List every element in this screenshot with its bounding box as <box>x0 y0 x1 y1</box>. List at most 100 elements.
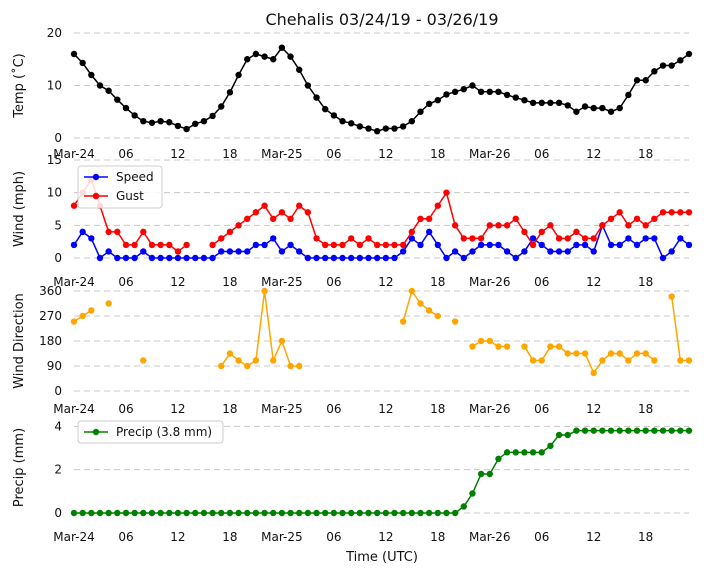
precip-data-point <box>209 509 216 517</box>
temp-series-temp <box>70 44 693 135</box>
dir-data-point <box>477 337 485 345</box>
dir-data-point <box>529 357 537 364</box>
dir-data-point <box>270 357 277 364</box>
dir-data-point <box>408 287 416 295</box>
precip-data-point <box>391 509 398 517</box>
wind-data-point <box>252 241 260 249</box>
dir-data-point <box>88 307 95 314</box>
wind-y-axis-label: Wind (mph) <box>12 171 27 247</box>
wind-data-point <box>625 235 632 242</box>
wind-data-point <box>451 248 459 255</box>
dir-data-point <box>70 318 78 325</box>
precip-data-point <box>495 455 502 463</box>
wind-data-point <box>538 228 545 236</box>
temp-data-point <box>244 56 251 63</box>
wind-data-point <box>391 254 398 262</box>
temp-data-point <box>226 89 234 96</box>
wind-data-point <box>581 235 589 242</box>
precip-data-point <box>659 427 667 434</box>
dir-y-tick-label: 0 <box>54 384 62 398</box>
wind-data-point <box>651 235 658 242</box>
precip-x-tick-label: Mar-26 <box>469 530 510 544</box>
wind-x-tick-label: 18 <box>222 275 237 289</box>
dir-data-point <box>668 293 675 300</box>
chart-title: Chehalis 03/24/19 - 03/26/19 <box>265 10 498 29</box>
wind-data-point <box>399 248 407 255</box>
precip-data-point <box>218 509 225 517</box>
precip-data-point <box>503 449 511 456</box>
precip-data-point <box>564 431 571 439</box>
temp-data-point <box>538 99 545 107</box>
dir-data-point <box>521 343 528 350</box>
wind-data-point <box>607 215 615 222</box>
wind-data-point <box>330 241 338 249</box>
precip-data-point <box>356 509 364 517</box>
dir-panel: 0 90 180 270 360 Mar-24 06 12 18 Mar-25 06 12 18 Mar-… <box>12 284 693 416</box>
precip-data-point <box>538 449 545 456</box>
dir-x-tick-label: 12 <box>378 402 393 416</box>
temp-data-point <box>339 118 346 125</box>
precip-data-point <box>399 509 407 517</box>
wind-data-point <box>218 235 225 242</box>
precip-data-point <box>469 490 476 497</box>
precip-data-point <box>70 509 78 517</box>
precip-data-point <box>443 509 450 517</box>
dir-x-tick-label: 06 <box>534 402 549 416</box>
precip-data-point <box>157 509 164 517</box>
precip-data-point <box>174 509 182 517</box>
dir-x-tick-label: 06 <box>326 402 341 416</box>
wind-legend-marker <box>92 192 100 200</box>
wind-data-point <box>365 254 372 262</box>
wind-data-point <box>339 254 346 262</box>
precip-data-point <box>347 509 355 517</box>
wind-data-point <box>451 222 459 229</box>
wind-data-point <box>555 235 563 242</box>
wind-data-point <box>183 241 190 249</box>
precip-y-tick-label: 2 <box>54 463 62 477</box>
precip-x-tick-label: Mar-25 <box>261 530 302 544</box>
wind-data-point <box>547 248 554 255</box>
dir-data-point <box>226 350 234 357</box>
wind-data-point <box>122 241 130 249</box>
dir-data-point <box>677 357 684 364</box>
dir-data-point <box>451 318 459 325</box>
wind-data-point <box>408 235 416 242</box>
precip-data-point <box>148 509 156 517</box>
precip-data-point <box>140 509 147 517</box>
dir-data-point <box>547 343 554 350</box>
wind-data-point <box>140 228 147 236</box>
wind-data-point <box>278 248 286 255</box>
temp-x-tick-label: 12 <box>170 147 185 161</box>
temp-data-point <box>391 125 398 132</box>
precip-x-tick-label: 18 <box>638 530 653 544</box>
temp-data-point <box>131 112 138 119</box>
wind-data-point <box>183 254 190 262</box>
wind-data-point <box>70 202 78 209</box>
wind-data-point <box>503 222 511 229</box>
wind-series-speed <box>70 222 693 262</box>
dir-data-point <box>573 350 580 357</box>
wind-data-point <box>486 222 493 229</box>
temp-data-point <box>148 119 156 126</box>
wind-data-point <box>166 241 173 249</box>
wind-data-point <box>321 254 329 262</box>
wind-data-point <box>347 235 355 242</box>
wind-data-point <box>503 248 511 255</box>
precip-data-point <box>651 427 658 434</box>
dir-data-point <box>244 362 251 370</box>
precip-y-axis-label: Precip (mm) <box>12 428 27 507</box>
temp-x-tick-label: 12 <box>586 147 601 161</box>
temp-data-point <box>685 50 693 58</box>
dir-x-tick-label: 18 <box>430 402 445 416</box>
wind-data-point <box>70 241 78 249</box>
wind-data-point <box>425 215 433 222</box>
dir-data-point <box>685 357 693 364</box>
wind-data-point <box>633 241 641 249</box>
temp-data-point <box>408 118 416 125</box>
temp-data-point <box>304 82 312 89</box>
wind-y-tick-label: 0 <box>54 251 62 265</box>
precip-data-point <box>131 509 138 517</box>
dir-y-axis-label: Wind Direction <box>12 293 27 389</box>
dir-data-point <box>105 300 112 307</box>
wind-data-point <box>651 215 658 222</box>
